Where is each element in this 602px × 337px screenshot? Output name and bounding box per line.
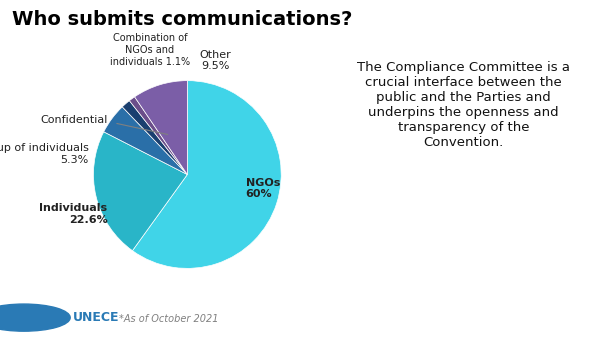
- Wedge shape: [135, 81, 187, 175]
- Wedge shape: [129, 97, 187, 175]
- Text: Combination of
NGOs and
individuals 1.1%: Combination of NGOs and individuals 1.1%: [110, 33, 190, 67]
- Text: Group of individuals
5.3%: Group of individuals 5.3%: [0, 143, 88, 165]
- Wedge shape: [93, 132, 187, 251]
- Text: NGOs
60%: NGOs 60%: [246, 178, 280, 200]
- Text: Aarhus Convention: Aarhus Convention: [483, 307, 594, 317]
- Text: *As of October 2021: *As of October 2021: [119, 313, 219, 324]
- Text: Compliance Committee in figures: Compliance Committee in figures: [398, 320, 594, 330]
- Text: Confidential: Confidential: [40, 115, 108, 125]
- Text: Other
9.5%: Other 9.5%: [200, 50, 231, 71]
- Text: The Compliance Committee is a
crucial interface between the
public and the Parti: The Compliance Committee is a crucial in…: [357, 61, 570, 149]
- Text: Who submits communications?: Who submits communications?: [12, 10, 352, 29]
- Circle shape: [0, 304, 70, 331]
- Wedge shape: [104, 107, 187, 175]
- Text: UNECE: UNECE: [73, 311, 119, 324]
- Wedge shape: [122, 101, 187, 175]
- Wedge shape: [132, 81, 281, 268]
- Text: Individuals
22.6%: Individuals 22.6%: [39, 203, 108, 225]
